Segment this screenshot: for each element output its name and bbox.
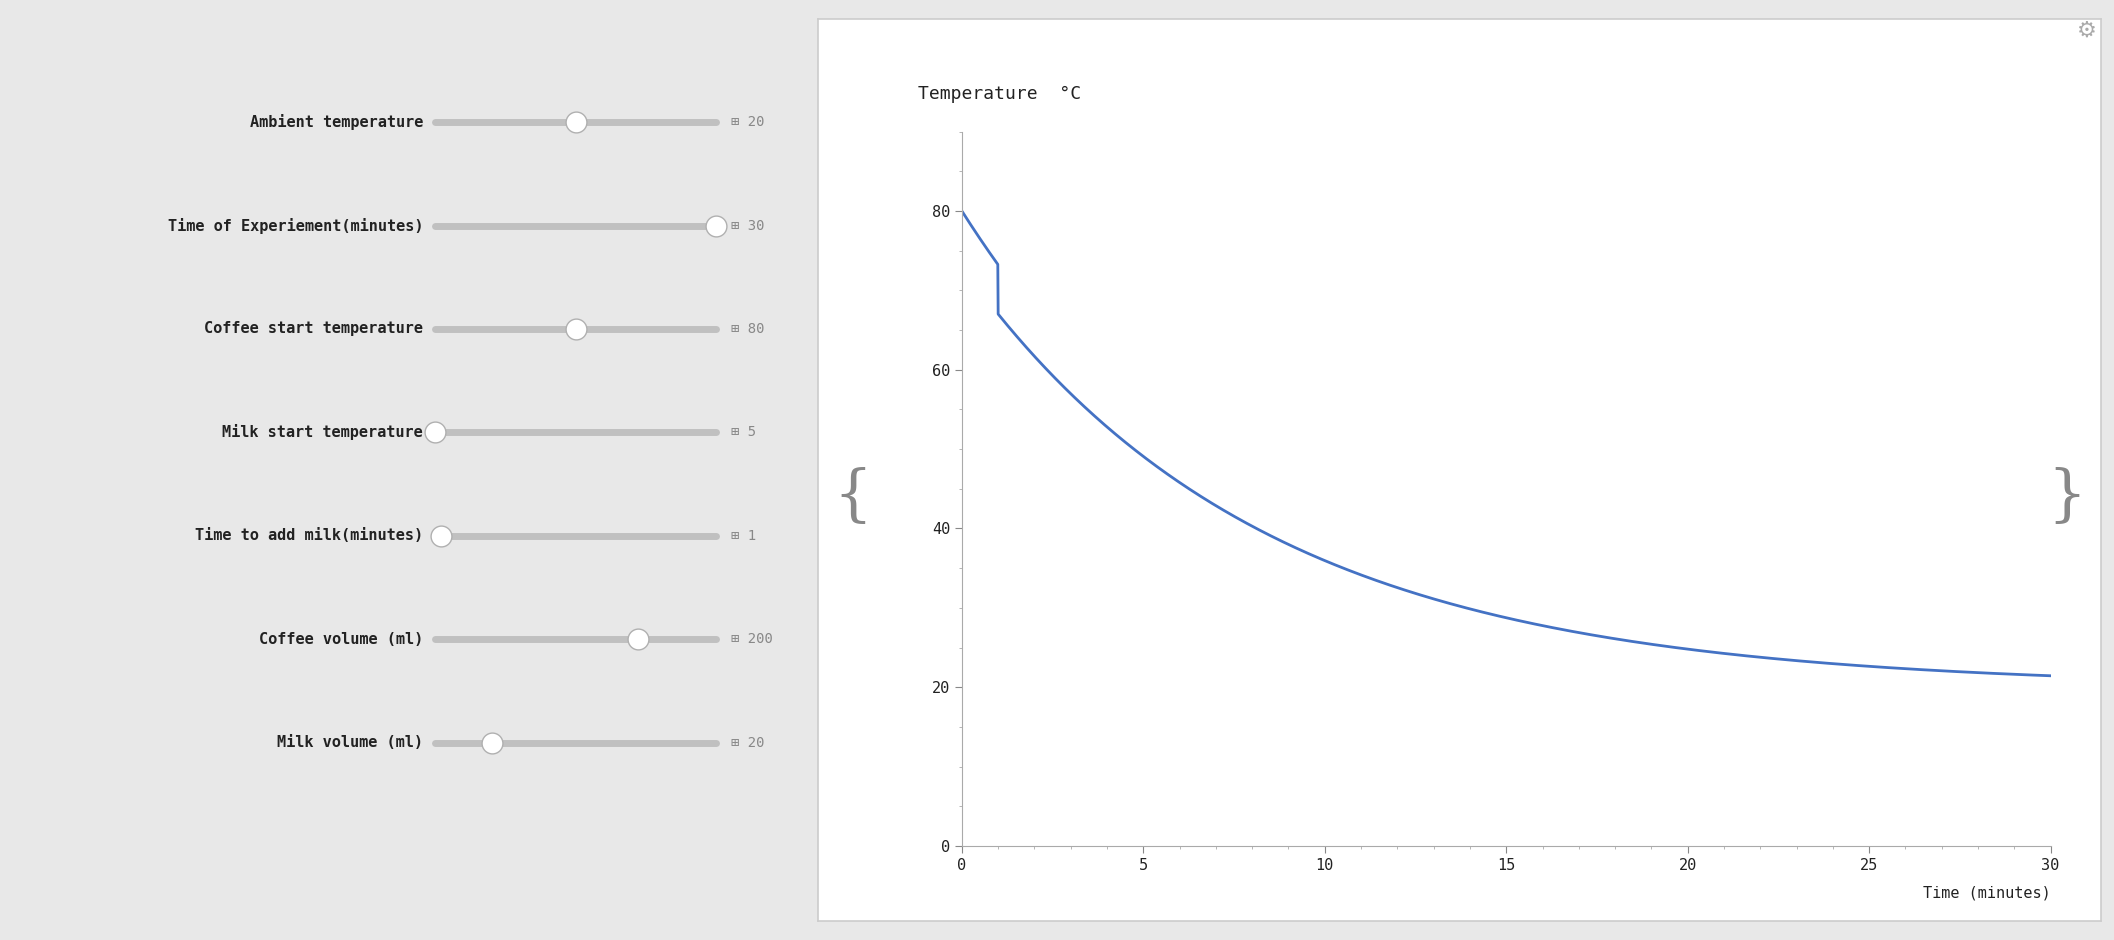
Text: Time of Experiement(minutes): Time of Experiement(minutes) <box>167 217 423 234</box>
Text: Milk volume (ml): Milk volume (ml) <box>277 735 423 750</box>
Text: ⊞ 1: ⊞ 1 <box>731 529 757 542</box>
Text: ⊞ 20: ⊞ 20 <box>731 116 765 129</box>
Text: ⊞ 80: ⊞ 80 <box>731 322 765 336</box>
Text: ⚙: ⚙ <box>2078 21 2097 40</box>
Text: ⊞ 200: ⊞ 200 <box>731 633 774 646</box>
Text: }: } <box>2046 467 2087 527</box>
Text: Time (minutes): Time (minutes) <box>1924 885 2051 901</box>
Text: Time to add milk(minutes): Time to add milk(minutes) <box>194 528 423 543</box>
Text: ⊞ 20: ⊞ 20 <box>731 736 765 749</box>
Text: ⊞ 5: ⊞ 5 <box>731 426 757 439</box>
Text: Coffee volume (ml): Coffee volume (ml) <box>260 632 423 647</box>
Text: Milk start temperature: Milk start temperature <box>222 424 423 441</box>
Text: Temperature  °C: Temperature °C <box>917 85 1082 103</box>
Text: Coffee start temperature: Coffee start temperature <box>205 321 423 337</box>
Text: {: { <box>833 467 873 527</box>
Text: Ambient temperature: Ambient temperature <box>249 114 423 131</box>
Text: ⊞ 30: ⊞ 30 <box>731 219 765 232</box>
